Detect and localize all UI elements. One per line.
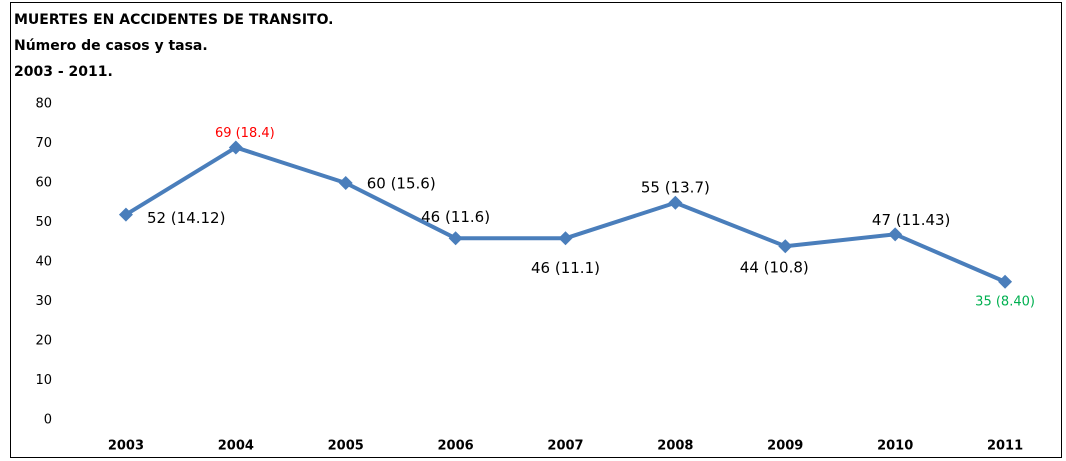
x-tick-label: 2003 [108,439,144,454]
marker [668,195,683,210]
y-tick-label: 10 [35,373,52,388]
x-tick-label: 2006 [438,439,474,454]
y-tick-label: 70 [35,136,52,151]
x-tick-label: 2007 [547,439,583,454]
x-tick-label: 2010 [877,439,913,454]
chart-title: MUERTES EN ACCIDENTES DE TRANSITO. [14,12,334,28]
y-tick-label: 30 [35,294,52,309]
y-tick-label: 50 [35,215,52,230]
y-tick-label: 20 [35,334,52,349]
data-label: 69 (18.4) [215,126,275,141]
chart-period: 2003 - 2011. [14,64,113,80]
marker [888,227,903,242]
marker [338,176,353,190]
x-tick-label: 2005 [328,439,364,454]
marker [448,231,463,246]
marker [118,207,133,222]
y-tick-label: 0 [44,413,52,428]
chart-subtitle: Número de casos y tasa. [14,38,208,54]
data-label: 46 (11.6) [421,208,490,226]
x-tick-label: 2009 [767,439,803,454]
data-label: 35 (8.40) [975,294,1035,309]
data-label: 44 (10.8) [740,259,809,277]
x-tick-label: 2004 [218,439,254,454]
data-label: 60 (15.6) [367,175,436,193]
data-label: 47 (11.43) [872,211,951,229]
y-tick-label: 40 [35,255,52,270]
data-label: 46 (11.1) [531,259,600,277]
data-label: 55 (13.7) [641,178,710,196]
data-label: 52 (14.12) [147,209,226,227]
chart-frame [10,2,1062,458]
marker [558,231,573,246]
y-tick-label: 60 [35,176,52,191]
marker [228,140,243,155]
y-tick-label: 80 [35,97,52,112]
x-tick-label: 2008 [657,439,693,454]
marker [778,239,793,254]
x-tick-label: 2011 [987,439,1023,454]
marker [998,274,1013,289]
